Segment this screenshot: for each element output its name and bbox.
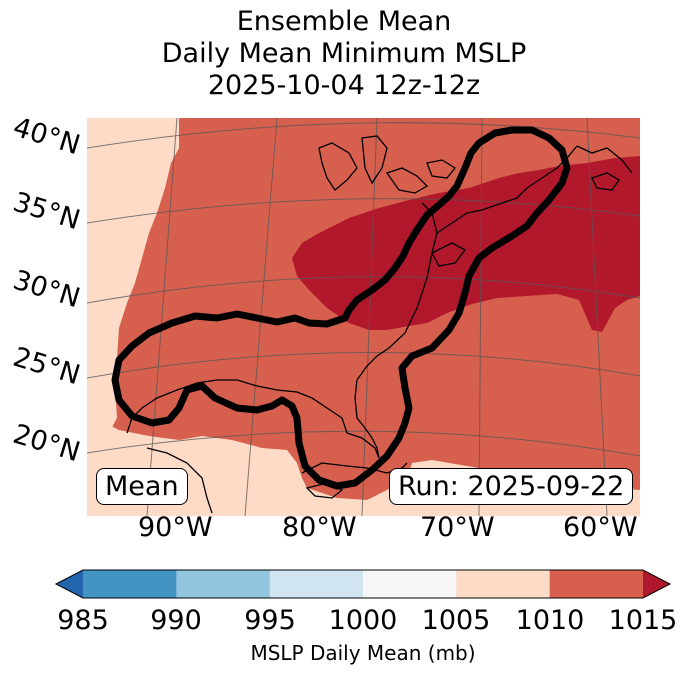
colorbar-tick-1015: 1015 [608,605,678,636]
colorbar-tick-1010: 1010 [515,605,585,636]
title-line-2: Daily Mean Minimum MSLP [161,38,527,69]
mslp-1010-contour [111,126,571,490]
colorbar-bins [83,570,644,598]
lat-label-25: 25°N [9,341,84,392]
lon-label-80w: 80°W [282,512,357,543]
colorbar-outline [54,569,672,599]
colorbar-bin-1000-1005 [363,570,457,598]
mean-label: Mean [96,468,188,505]
colorbar-extend-over [643,570,670,598]
map-svg [87,118,640,516]
colorbar-tick-1005: 1005 [421,605,491,636]
mslp-band-1005-1010-west [87,118,179,440]
colorbar-bin-1010-1015 [549,570,644,598]
lon-label-70w: 70°W [420,512,495,543]
lat-label-35: 35°N [9,186,84,237]
colorbar-tick-985: 985 [57,605,109,636]
colorbar-tick-995: 995 [244,605,296,636]
lon-label-60w: 60°W [563,512,638,543]
colorbar-title: MSLP Daily Mean (mb) [250,641,476,665]
title-line-3: 2025-10-04 12z-12z [207,70,481,101]
run-date-label: Run: 2025-09-22 [389,468,634,505]
colorbar-extend-under [56,570,83,598]
colorbar-bin-995-1000 [269,570,364,598]
lat-label-30: 30°N [9,264,84,315]
colorbar [54,569,672,599]
lat-label-20: 20°N [9,418,84,469]
colorbar-tick-990: 990 [150,605,202,636]
lon-label-90w: 90°W [138,512,213,543]
colorbar-tick-1000: 1000 [328,605,398,636]
colorbar-bin-990-995 [176,570,271,598]
colorbar-bin-1005-1010 [456,570,551,598]
map-panel [87,118,640,516]
title-line-1: Ensemble Mean [236,6,452,37]
colorbar-bin-985-990 [83,570,177,598]
lat-label-40: 40°N [9,111,84,162]
